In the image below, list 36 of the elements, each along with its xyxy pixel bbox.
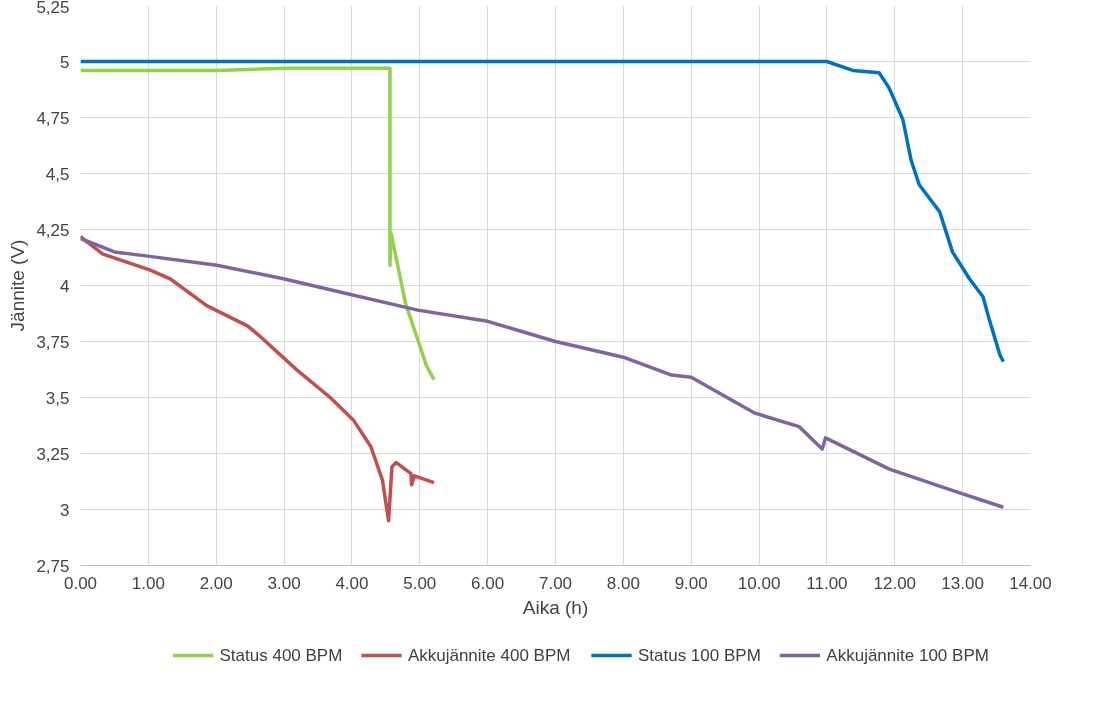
x-tick-label: 7.00 (538, 573, 573, 593)
y-tick-label: 4,25 (36, 220, 70, 240)
legend-label: Status 400 BPM (219, 646, 343, 665)
legend-label: Status 100 BPM (637, 646, 761, 665)
line-series (80, 234, 436, 523)
line-series (80, 59, 1006, 364)
x-tick-label: 4.00 (335, 573, 369, 593)
y-tick-label: 3 (60, 500, 70, 520)
y-tick-label: 5 (60, 52, 70, 72)
y-axis-title: Jännite (V) (7, 239, 29, 332)
y-tick-label: 4 (60, 276, 70, 296)
x-tick-label: 8.00 (606, 573, 640, 593)
y-tick-label: 2,75 (36, 556, 70, 576)
y-tick-label: 3,5 (45, 388, 70, 408)
legend-label: Akkujännite 100 BPM (826, 646, 989, 665)
y-tick-label: 3,75 (36, 332, 70, 352)
x-tick-label: 10.00 (737, 573, 781, 593)
x-tick-label: 12.00 (873, 573, 917, 593)
x-tick-label: 9.00 (674, 573, 708, 593)
x-tick-label: 3.00 (267, 573, 301, 593)
x-tick-label: 2.00 (199, 573, 233, 593)
x-tick-label: 6.00 (471, 573, 505, 593)
y-tick-label: 3,25 (36, 444, 70, 464)
x-axis-title: Aika (h) (522, 596, 589, 618)
x-tick-label: 14.00 (1009, 573, 1052, 593)
x-tick-label: 0.00 (63, 573, 98, 593)
x-tick-label: 11.00 (806, 573, 848, 593)
line-series (80, 236, 1006, 510)
legend-label: Akkujännite 400 BPM (407, 646, 571, 665)
y-tick-label: 4,5 (45, 164, 70, 184)
x-tick-label: 1.00 (131, 573, 165, 593)
line-series (80, 66, 436, 382)
x-tick-label: 5.00 (403, 573, 437, 593)
y-tick-label: 4,75 (36, 108, 70, 128)
y-tick-label: 5,25 (36, 0, 70, 17)
x-tick-label: 13.00 (941, 573, 984, 593)
